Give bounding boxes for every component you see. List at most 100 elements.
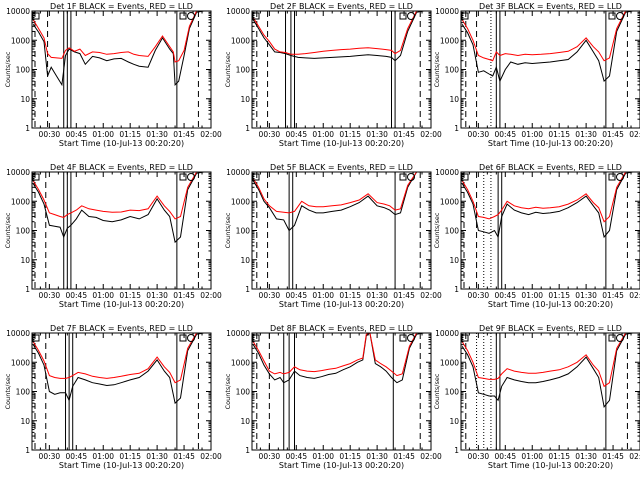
y-tick-label: 1000 xyxy=(440,197,459,206)
y-tick-label: 1 xyxy=(245,446,250,455)
y-tick-label: 1 xyxy=(454,446,459,455)
x-axis-label: Start Time (10-Jul-13 00:20:20) xyxy=(488,461,613,470)
x-tick-label: 01:00 xyxy=(521,291,543,300)
x-tick-label: 01:45 xyxy=(393,452,415,461)
y-tick-label: 100 xyxy=(445,388,460,397)
corner-circle-marker xyxy=(187,334,195,342)
corner-square-marker xyxy=(32,12,40,20)
x-tick-label: 01:15 xyxy=(119,291,141,300)
y-tick-label: 1000 xyxy=(231,197,250,206)
y-axis-label: Counts/sec xyxy=(224,373,232,409)
x-tick-label: 01:30 xyxy=(146,291,168,300)
detector-panel-8: 1 10 100 1000 10000 00:30 00:45 01:00 01:15 01:30… xyxy=(224,324,442,470)
x-tick-label: 01:00 xyxy=(92,130,114,139)
y-tick-label: 10000 xyxy=(226,329,250,338)
corner-square-marker xyxy=(608,173,616,181)
y-tick-label: 1 xyxy=(454,285,459,294)
series-lld-line xyxy=(32,172,211,220)
chart-title: Det 8F BLACK = Events, RED = LLD xyxy=(270,324,413,333)
time-markers xyxy=(34,333,199,450)
time-markers xyxy=(465,333,628,450)
x-axis-label: Start Time (10-Jul-13 00:20:20) xyxy=(279,461,404,470)
y-tick-label: 10 xyxy=(20,417,30,426)
detector-panel-9: 1 10 100 1000 10000 00:30 00:45 01:00 01:15 01:30… xyxy=(433,324,640,470)
detector-panel-7: 1 10 100 1000 10000 00:30 00:45 01:00 01:15 01:30… xyxy=(4,324,222,470)
y-tick-label: 100 xyxy=(16,227,31,236)
series-events-line xyxy=(252,333,431,384)
y-tick-label: 1000 xyxy=(11,358,30,367)
time-markers xyxy=(463,172,628,289)
chart-title: Det 7F BLACK = Events, RED = LLD xyxy=(50,324,193,333)
plot-frame xyxy=(251,171,432,290)
y-tick-label: 10 xyxy=(240,256,250,265)
x-tick-label: 02:00 xyxy=(200,452,222,461)
x-axis-label: Start Time (10-Jul-13 00:20:20) xyxy=(279,139,404,148)
detector-panel-5: 1 10 100 1000 10000 00:30 00:45 01:00 01:15 01:30… xyxy=(224,163,442,309)
x-tick-label: 01:15 xyxy=(339,291,361,300)
y-tick-label: 1 xyxy=(25,285,30,294)
chart-title: Det 9F BLACK = Events, RED = LLD xyxy=(479,324,622,333)
x-tick-label: 02:00 xyxy=(629,291,640,300)
corner-square-marker xyxy=(252,173,260,181)
y-tick-label: 100 xyxy=(236,66,251,75)
series-group xyxy=(32,333,211,405)
x-tick-label: 00:30 xyxy=(259,130,281,139)
x-tick-label: 00:45 xyxy=(494,291,516,300)
series-lld-line xyxy=(461,172,640,223)
x-tick-label: 01:30 xyxy=(366,452,388,461)
x-axis-label: Start Time (10-Jul-13 00:20:20) xyxy=(488,300,613,309)
x-tick-label: 01:30 xyxy=(575,452,597,461)
series-lld-line xyxy=(32,11,211,63)
y-tick-label: 100 xyxy=(445,66,460,75)
x-tick-label: 00:45 xyxy=(285,130,307,139)
series-events-line xyxy=(32,11,211,87)
x-tick-label: 01:00 xyxy=(312,130,334,139)
chart-title: Det 1F BLACK = Events, RED = LLD xyxy=(50,2,193,11)
x-tick-label: 00:45 xyxy=(494,452,516,461)
series-lld-line xyxy=(252,333,431,377)
x-tick-label: 01:00 xyxy=(92,291,114,300)
corner-square-marker xyxy=(399,173,407,181)
detector-panel-2: 1 10 100 1000 10000 00:30 00:45 01:00 01:15 01:30… xyxy=(224,2,442,148)
x-axis-label: Start Time (10-Jul-13 00:20:20) xyxy=(59,300,184,309)
plot-frame xyxy=(31,171,212,290)
corner-circle-marker xyxy=(407,12,415,20)
x-axis-label: Start Time (10-Jul-13 00:20:20) xyxy=(279,300,404,309)
corner-square-marker xyxy=(399,12,407,20)
x-tick-label: 01:30 xyxy=(366,130,388,139)
y-tick-label: 10000 xyxy=(226,168,250,177)
chart-title: Det 2F BLACK = Events, RED = LLD xyxy=(270,2,413,11)
y-tick-label: 1 xyxy=(245,285,250,294)
detector-panel-6: 1 10 100 1000 10000 00:30 00:45 01:00 01:15 01:30… xyxy=(433,163,640,309)
x-tick-label: 01:45 xyxy=(173,130,195,139)
x-tick-label: 00:45 xyxy=(65,291,87,300)
x-tick-label: 01:30 xyxy=(575,291,597,300)
y-axis-label: Counts/sec xyxy=(433,51,441,87)
corner-circle-marker xyxy=(616,173,624,181)
x-tick-label: 02:00 xyxy=(420,130,442,139)
x-tick-label: 01:45 xyxy=(393,291,415,300)
series-group xyxy=(32,172,211,244)
x-tick-label: 01:30 xyxy=(146,130,168,139)
corner-square-marker xyxy=(608,12,616,20)
y-axis-label: Counts/sec xyxy=(4,373,12,409)
x-tick-label: 01:15 xyxy=(548,130,570,139)
x-tick-label: 01:45 xyxy=(173,291,195,300)
y-tick-label: 10 xyxy=(20,256,30,265)
corner-square-marker xyxy=(461,173,469,181)
corner-square-marker xyxy=(461,12,469,20)
plot-frame xyxy=(460,332,640,451)
y-tick-label: 1000 xyxy=(231,358,250,367)
corner-square-marker xyxy=(252,12,260,20)
series-lld-line xyxy=(252,11,431,55)
corner-circle-marker xyxy=(616,12,624,20)
x-tick-label: 01:45 xyxy=(602,452,624,461)
detector-panel-1: 1 10 100 1000 10000 00:30 00:45 01:00 01:15 01:30… xyxy=(4,2,222,148)
x-tick-label: 01:45 xyxy=(602,130,624,139)
y-tick-label: 100 xyxy=(16,66,31,75)
series-group xyxy=(252,11,431,62)
y-tick-label: 10 xyxy=(240,95,250,104)
x-tick-label: 00:45 xyxy=(285,452,307,461)
y-tick-label: 1 xyxy=(245,124,250,133)
x-tick-label: 01:00 xyxy=(521,452,543,461)
